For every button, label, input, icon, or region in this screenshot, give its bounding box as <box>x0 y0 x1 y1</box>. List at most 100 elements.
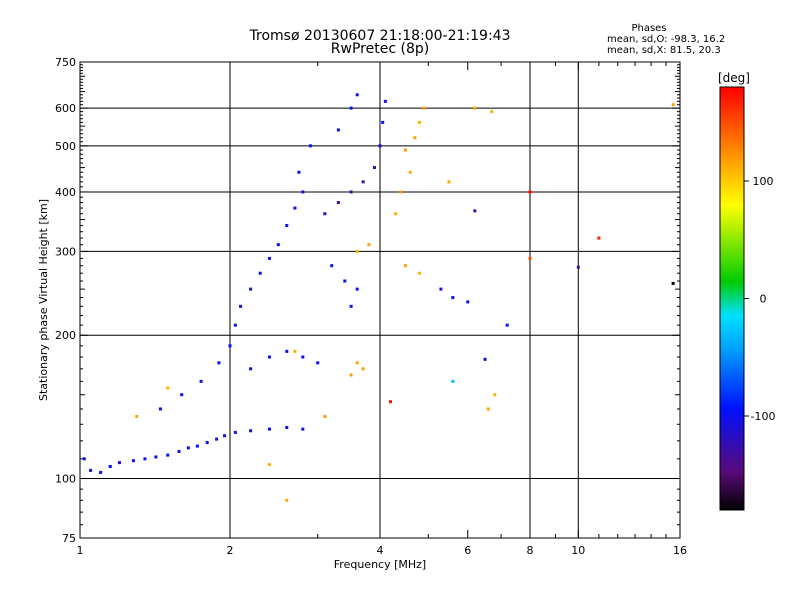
data-point <box>195 444 199 448</box>
data-point <box>199 379 203 383</box>
data-point <box>343 279 347 283</box>
data-point <box>143 457 147 461</box>
y-tick-label: 200 <box>55 329 76 342</box>
data-point <box>367 243 371 247</box>
data-point <box>671 103 675 107</box>
data-point <box>239 304 243 308</box>
x-tick-label: 2 <box>227 544 234 557</box>
data-point <box>186 446 190 450</box>
data-point <box>389 400 393 404</box>
data-point <box>528 256 532 260</box>
data-point <box>249 367 253 371</box>
x-tick-label: 10 <box>571 544 585 557</box>
data-point <box>373 166 377 170</box>
data-point <box>399 190 403 194</box>
x-tick-label: 1 <box>77 544 84 557</box>
data-point <box>285 224 289 228</box>
data-point <box>228 344 232 348</box>
chart-title: Tromsø 20130607 21:18:00-21:19:43 <box>249 28 511 44</box>
data-point <box>180 393 184 397</box>
data-point <box>483 357 487 361</box>
data-point <box>131 459 135 463</box>
data-point <box>249 287 253 291</box>
data-point <box>355 361 359 365</box>
data-point <box>336 201 340 205</box>
colorbar-ticks: 100 0 -100 <box>744 175 775 423</box>
grid-lines <box>80 62 680 538</box>
data-point <box>117 461 121 465</box>
data-point <box>451 379 455 383</box>
y-tick-label: 100 <box>55 473 76 486</box>
x-axis-label: Frequency [MHz] <box>334 558 426 571</box>
data-point <box>394 212 398 216</box>
data-point <box>323 414 327 418</box>
data-point <box>490 110 494 114</box>
x-tick-label: 6 <box>464 544 471 557</box>
data-point <box>349 190 353 194</box>
data-point <box>108 464 112 468</box>
data-point <box>323 212 327 216</box>
data-point <box>349 106 353 110</box>
data-point <box>576 265 580 269</box>
data-point <box>308 144 312 148</box>
data-point <box>466 300 470 304</box>
data-point <box>267 463 271 467</box>
x-tick-label: 8 <box>527 544 534 557</box>
data-point <box>486 407 490 411</box>
data-point <box>493 393 497 397</box>
chart-subtitle: RwPretec (8p) <box>331 41 429 57</box>
data-point <box>403 264 407 268</box>
data-point <box>355 93 359 97</box>
data-point <box>417 271 421 275</box>
data-point <box>267 256 271 260</box>
x-tick-label: 4 <box>377 544 384 557</box>
data-point <box>378 144 382 148</box>
data-point <box>330 264 334 268</box>
stats-title: Phases <box>631 23 666 34</box>
data-point <box>154 455 158 459</box>
colorbar-tick-label: -100 <box>751 410 776 423</box>
data-point <box>89 468 93 472</box>
data-point <box>528 190 532 194</box>
data-point <box>361 180 365 184</box>
data-point <box>205 441 209 445</box>
data-point <box>233 323 237 327</box>
data-point <box>99 470 103 474</box>
data-point <box>223 434 227 438</box>
y-tick-label: 400 <box>55 186 76 199</box>
data-point <box>505 323 509 327</box>
data-point <box>285 425 289 429</box>
data-point <box>451 296 455 300</box>
data-point <box>355 249 359 253</box>
axis-ticks <box>79 61 681 539</box>
data-point <box>177 449 181 453</box>
data-point <box>267 427 271 431</box>
x-tick-label: 16 <box>673 544 687 557</box>
data-point <box>135 414 139 418</box>
data-point <box>671 281 675 285</box>
y-axis-label: Stationary phase Virtual Height [km] <box>37 199 50 401</box>
data-point <box>349 304 353 308</box>
data-point <box>158 407 162 411</box>
data-point <box>381 120 385 124</box>
data-point <box>301 190 305 194</box>
data-point <box>336 128 340 132</box>
y-tick-label: 600 <box>55 102 76 115</box>
x-tick-labels: 1 2 4 6 8 10 16 <box>77 544 688 557</box>
data-point <box>285 498 289 502</box>
data-point <box>297 170 301 174</box>
colorbar-tick-label: 100 <box>753 175 774 188</box>
y-tick-label: 500 <box>55 140 76 153</box>
y-tick-labels: 75 100 200 300 400 500 600 750 <box>55 56 76 545</box>
data-point <box>166 386 170 390</box>
data-point <box>597 236 601 240</box>
data-point <box>293 206 297 210</box>
data-point <box>82 457 86 461</box>
data-point <box>383 99 387 103</box>
data-point <box>258 271 262 275</box>
phase-colorbar: [deg] 100 0 -100 <box>718 71 775 511</box>
data-point <box>447 180 451 184</box>
colorbar-tick-label: 0 <box>760 293 767 306</box>
data-point <box>267 355 271 359</box>
